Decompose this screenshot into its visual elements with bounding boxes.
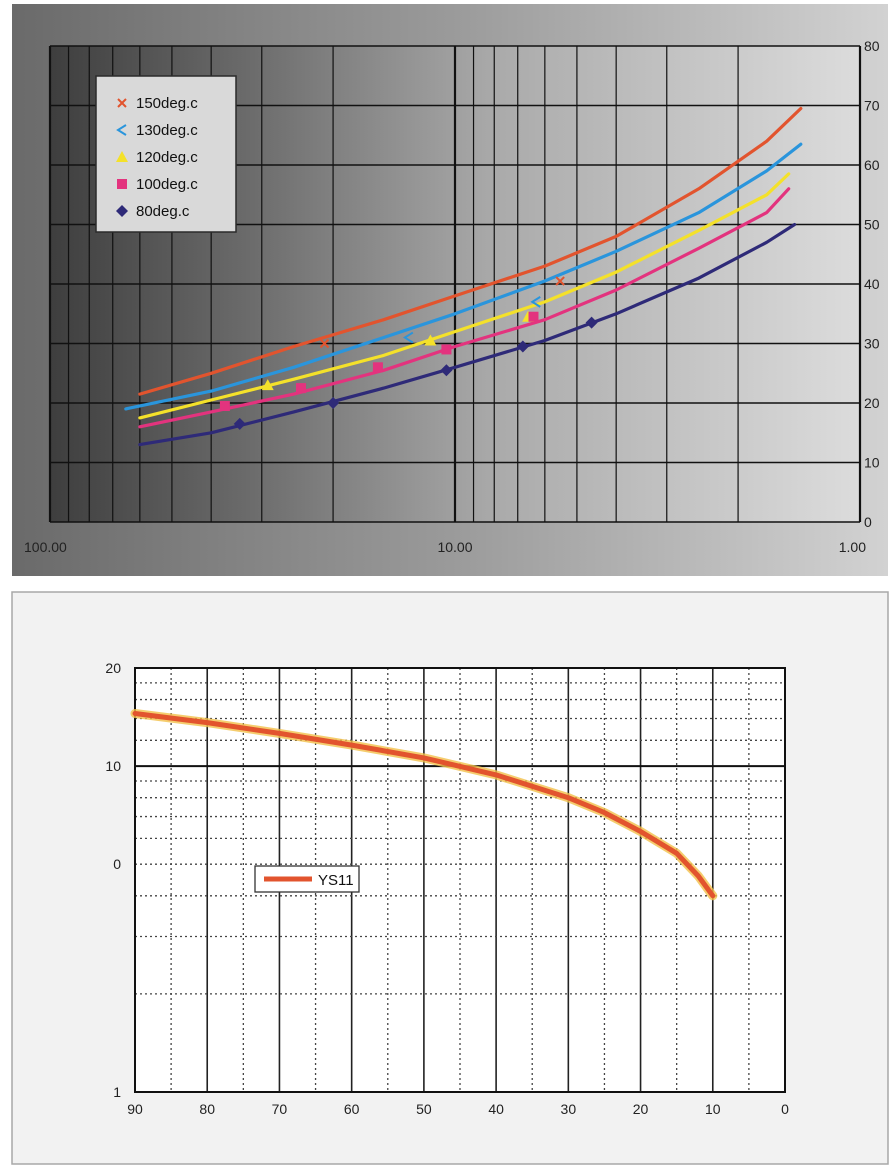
chart1-y-tick-label: 10 (864, 455, 880, 471)
series-marker-150deg.c (319, 338, 330, 349)
chart1-markers (219, 276, 598, 430)
chart2-x-tick-label: 90 (127, 1101, 143, 1117)
legend-label-YS11: YS11 (318, 872, 354, 889)
legend-marker-120deg.c (116, 151, 128, 162)
series-marker-120deg.c (424, 334, 437, 346)
chart1-x-tick-label: 10.00 (437, 539, 472, 555)
chart2-x-tick-label: 0 (781, 1101, 789, 1117)
series-marker-80deg.c (440, 364, 453, 377)
chart1-y-tick-label: 80 (864, 38, 880, 54)
chart1-y-tick-label: 20 (864, 395, 880, 411)
chart2-x-tick-label: 10 (705, 1101, 721, 1117)
series-marker-100deg.c (296, 383, 307, 394)
chart2-x-tick-label: 30 (561, 1101, 577, 1117)
chart2-x-tick-label: 60 (344, 1101, 360, 1117)
series-marker-130deg.c (530, 296, 541, 308)
chart-ys11-curve: 90 80 70 60 50 40 30 20 10 0 20 10 0 1 YS11 (11, 591, 889, 1165)
legend-marker-150deg.c (117, 98, 127, 108)
chart1-series (124, 106, 803, 447)
chart2-series (130, 709, 718, 901)
legend-label-120deg.c: 120deg.c (136, 149, 198, 166)
legend-marker-100deg.c (117, 179, 127, 189)
legend-label-130deg.c: 130deg.c (136, 122, 198, 139)
chart1-x-tick-label: 100.00 (24, 539, 67, 555)
chart1-legend: 150deg.c 130deg.c 120deg.c 100deg.c 80deg.c (95, 75, 237, 233)
chart1-y-tick-label: 50 (864, 217, 880, 233)
chart2-plot-border (134, 667, 786, 1093)
legend-label-80deg.c: 80deg.c (136, 203, 190, 220)
chart1-y-tick-label: 70 (864, 98, 880, 114)
chart1-x-tick-label: 1.00 (839, 539, 866, 555)
legend-label-150deg.c: 150deg.c (136, 95, 198, 112)
series-line-80deg.c (138, 222, 797, 447)
series-marker-80deg.c (585, 316, 598, 329)
series-marker-100deg.c (219, 400, 230, 411)
series-marker-130deg.c (402, 331, 414, 344)
series-line-130deg.c (124, 142, 803, 411)
chart1-y-tick-label: 0 (864, 514, 872, 530)
chart2-x-tick-label: 50 (416, 1101, 432, 1117)
chart-temperature-curves: 0 10 20 30 40 50 60 70 80 100.00 10.00 1.00 150deg.… (12, 4, 888, 576)
chart2-tick-labels: 90 80 70 60 50 40 30 20 10 0 20 10 0 1 (105, 660, 789, 1117)
chart2-y-tick-label: 0 (113, 856, 121, 872)
legend-marker-80deg.c (116, 205, 128, 217)
legend-label-100deg.c: 100deg.c (136, 176, 198, 193)
chart1-legend-box (95, 75, 237, 233)
series-line-YS11 (132, 711, 716, 899)
series-marker-100deg.c (441, 344, 452, 355)
legend-marker-130deg.c (116, 124, 127, 136)
series-marker-80deg.c (516, 340, 529, 353)
chart2-x-tick-label: 40 (488, 1101, 504, 1117)
chart2-y-tick-label: 1 (113, 1084, 121, 1100)
series-marker-100deg.c (528, 311, 539, 322)
series-marker-100deg.c (372, 362, 383, 373)
series-marker-80deg.c (233, 417, 246, 430)
series-marker-150deg.c (555, 276, 565, 286)
chart1-y-tick-label: 60 (864, 157, 880, 173)
series-marker-80deg.c (327, 397, 340, 409)
chart2-x-tick-label: 80 (199, 1101, 215, 1117)
chart2-legend: YS11 (254, 865, 360, 893)
series-line-120deg.c (138, 172, 791, 420)
series-line-150deg.c (138, 106, 803, 396)
chart1-y-tick-label: 40 (864, 276, 880, 292)
chart1-tick-labels: 0 10 20 30 40 50 60 70 80 100.00 10.00 1.00 (24, 38, 880, 555)
chart2-y-tick-label: 20 (105, 660, 121, 676)
series-marker-120deg.c (261, 379, 274, 391)
chart2-x-tick-label: 70 (272, 1101, 288, 1117)
chart2-x-tick-label: 20 (633, 1101, 649, 1117)
series-line-100deg.c (138, 187, 791, 429)
chart1-y-tick-label: 30 (864, 336, 880, 352)
chart2-y-tick-label: 10 (105, 758, 121, 774)
